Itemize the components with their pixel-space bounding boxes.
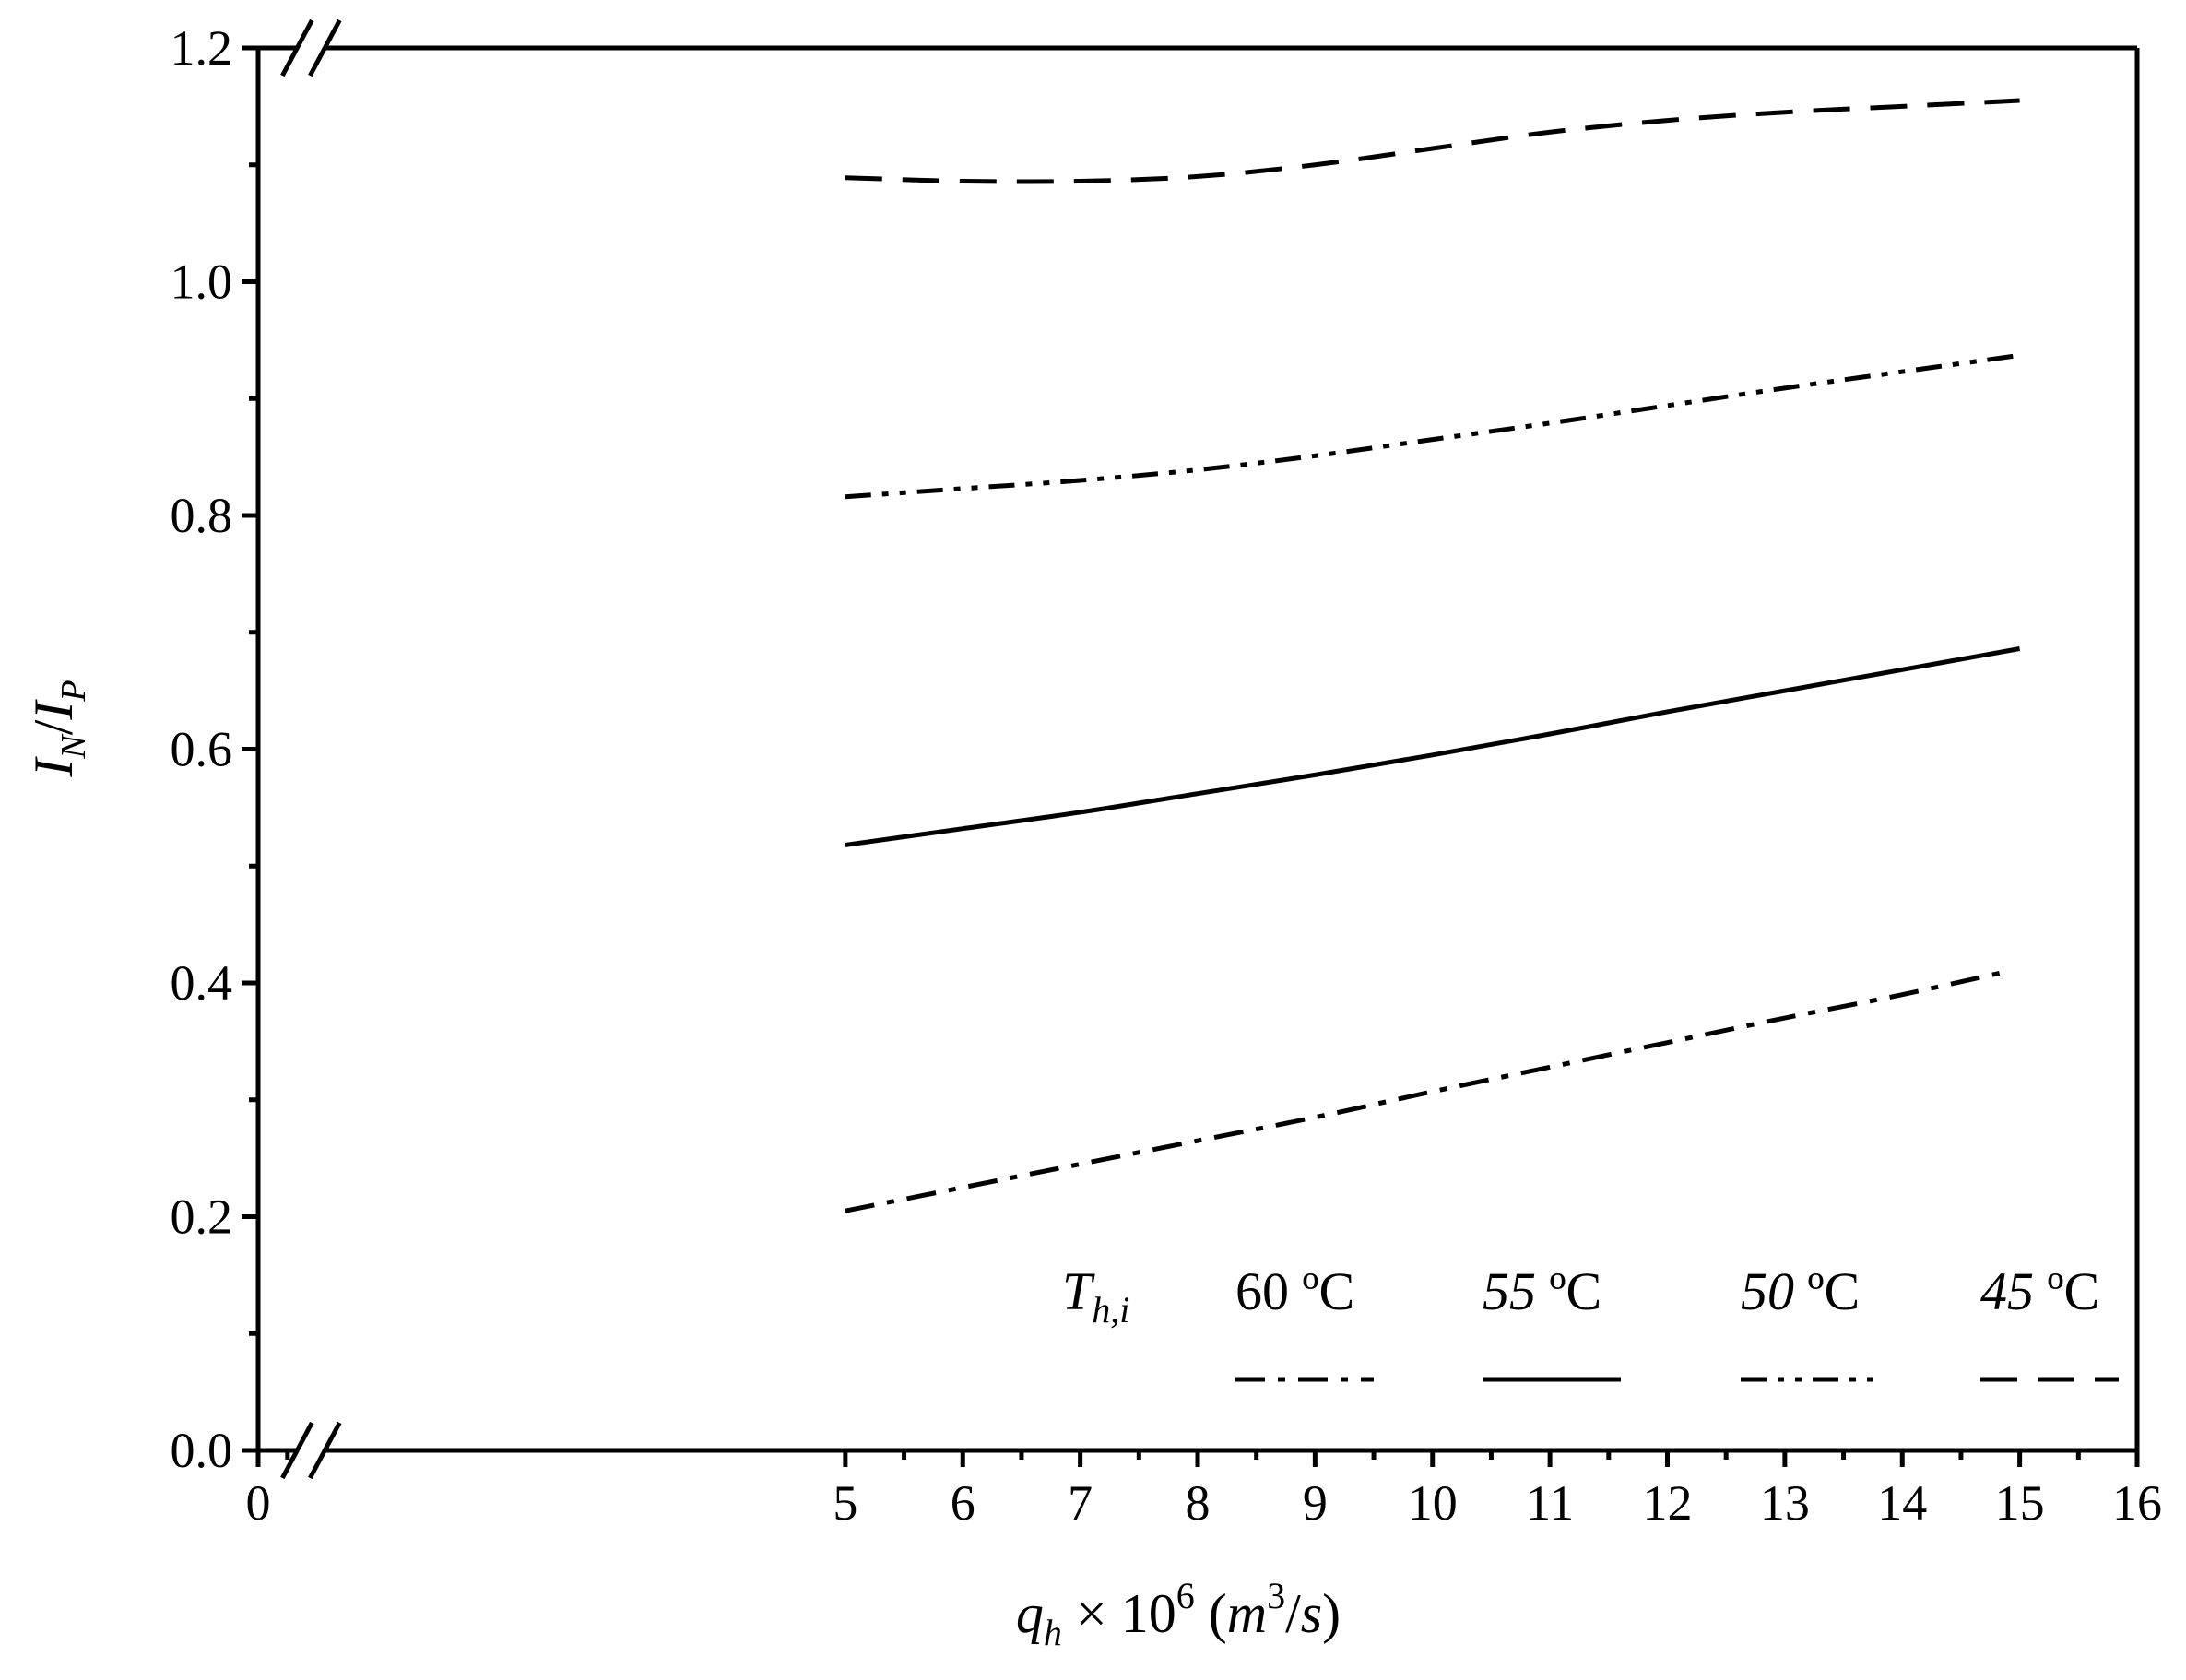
axis-break-mark [280, 1421, 314, 1480]
legend-entry-label: 60 ºC [1235, 1261, 1354, 1321]
x-tick-label: 11 [1526, 1475, 1574, 1531]
legend-entry-label: 55 ºC [1483, 1261, 1601, 1321]
legend: Th,i 60 ºC 55 ºC 50 ºC 45 ºC [1062, 1261, 2119, 1382]
y-axis-title: IN/IP [23, 680, 93, 777]
y-axis-ticks: 0.0 0.2 0.4 0.6 0.8 1.0 1.2 [171, 20, 258, 1478]
series-line-2 [845, 352, 2020, 500]
x-axis-title: qh × 106 (m3/s) [1016, 1575, 1341, 1653]
x-tick-label: 14 [1877, 1475, 1927, 1531]
x-tick-label: 7 [1068, 1475, 1093, 1531]
axis-break-mark [308, 18, 342, 77]
x-tick-label: 15 [1995, 1475, 2045, 1531]
series-lines [845, 98, 2021, 1213]
legend-title: Th,i [1062, 1261, 1129, 1331]
y-tick-label: 0.6 [171, 722, 233, 777]
axis-break-marks [280, 18, 342, 1480]
x-tick-label: 12 [1643, 1475, 1693, 1531]
x-tick-label: 13 [1760, 1475, 1810, 1531]
x-tick-label: 0 [246, 1475, 271, 1531]
series-line-3 [845, 98, 2020, 184]
y-tick-label: 0.2 [171, 1189, 233, 1245]
series-line-1 [845, 646, 2021, 847]
legend-entry-label: 45 ºC [1980, 1261, 2099, 1321]
y-tick-label: 0.8 [171, 488, 233, 543]
legend-entry-label: 50 ºC [1741, 1261, 1860, 1321]
x-tick-label: 5 [833, 1475, 857, 1531]
axis-break-mark [308, 1421, 342, 1480]
legend-entries: 60 ºC 55 ºC 50 ºC 45 ºC [1235, 1261, 2119, 1382]
y-tick-label: 0.4 [171, 955, 233, 1011]
axis-break-mark [280, 18, 314, 77]
y-tick-label: 1.2 [171, 20, 233, 76]
series-line-0 [845, 968, 2009, 1213]
x-axis-ticks: 0 5 6 7 8 9 10 11 12 13 14 15 16 [246, 1450, 2162, 1531]
y-tick-label: 1.0 [171, 254, 233, 310]
x-tick-label: 9 [1303, 1475, 1328, 1531]
x-tick-label: 16 [2112, 1475, 2162, 1531]
x-tick-label: 10 [1408, 1475, 1458, 1531]
x-tick-label: 8 [1186, 1475, 1211, 1531]
x-tick-label: 6 [951, 1475, 975, 1531]
y-tick-label: 0.0 [171, 1423, 233, 1478]
